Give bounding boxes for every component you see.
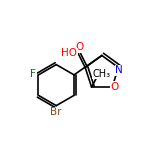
Text: F: F [30, 69, 36, 79]
Text: N: N [115, 65, 123, 75]
Text: O: O [111, 82, 119, 92]
Text: CH₃: CH₃ [92, 69, 111, 79]
Text: HO: HO [61, 48, 77, 58]
Text: O: O [75, 42, 83, 52]
Text: Br: Br [50, 107, 62, 117]
